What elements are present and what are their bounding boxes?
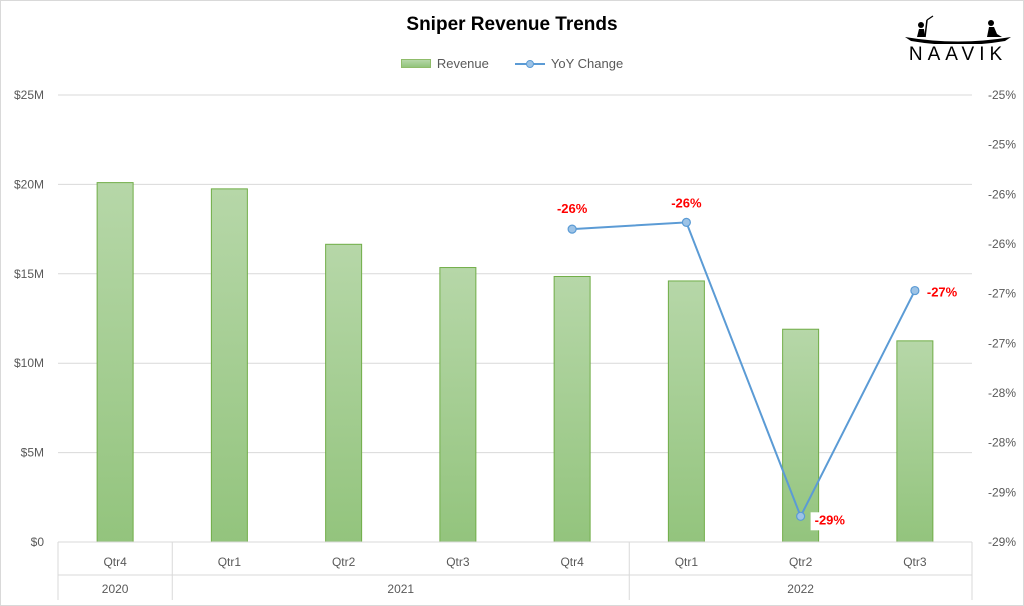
right-tick-label: -29% (988, 485, 1016, 499)
revenue-bar (667, 280, 705, 543)
right-tick-label: -28% (988, 386, 1016, 400)
x-group-label: 2021 (387, 582, 414, 596)
legend-label-revenue: Revenue (436, 56, 489, 71)
legend-item-yoy-change: YoY Change (514, 56, 624, 71)
x-tick-label: Qtr3 (446, 555, 470, 569)
left-tick-label: $5M (21, 446, 44, 460)
data-label: -29% (815, 512, 846, 527)
data-label: -26% (671, 195, 702, 210)
boat-icon (905, 15, 1011, 45)
left-tick-label: $10M (14, 356, 44, 370)
x-axis: Qtr4 Qtr1 Qtr2 Qtr3 Qtr4 Qtr1 Qtr2 Qtr3 2020 2021… (57, 541, 973, 600)
right-tick-label: -25% (988, 138, 1016, 152)
chart-legend: Revenue YoY Change (0, 56, 1024, 71)
data-label-background (810, 512, 855, 531)
logo-text: NAAVIK (908, 44, 1008, 65)
left-tick-label: $20M (14, 177, 44, 191)
data-label: -26% (557, 201, 588, 216)
x-tick-label: Qtr1 (218, 555, 242, 569)
left-tick-label: $25M (14, 88, 44, 102)
naavik-logo: NAAVIK (903, 10, 1013, 66)
right-tick-label: -26% (988, 237, 1016, 251)
x-tick-label: Qtr2 (332, 555, 356, 569)
yoy-change-line: -26% -26% -29% -27% (557, 195, 958, 531)
revenue-bars (96, 182, 934, 543)
x-tick-label: Qtr3 (903, 555, 927, 569)
yoy-change-marker (567, 224, 577, 234)
x-group-label: 2020 (102, 582, 129, 596)
revenue-bar (782, 328, 820, 543)
revenue-bar (325, 243, 363, 543)
x-group-label: 2022 (787, 582, 814, 596)
yoy-change-marker (796, 511, 806, 521)
gridlines (58, 94, 972, 454)
revenue-bar (96, 182, 134, 543)
left-tick-label: $0 (31, 535, 45, 549)
right-axis: -29% -29% -28% -28% -27% -27% -26% -26% -25% -25% (988, 88, 1016, 549)
x-tick-label: Qtr4 (560, 555, 584, 569)
legend-item-revenue: Revenue (400, 56, 489, 71)
revenue-bar (210, 188, 248, 543)
right-tick-label: -28% (988, 436, 1016, 450)
right-tick-label: -27% (988, 287, 1016, 301)
left-axis: $0 $5M $10M $15M $20M $25M (14, 88, 44, 549)
revenue-bar (553, 275, 591, 543)
right-tick-label: -29% (988, 535, 1016, 549)
revenue-bar (896, 340, 934, 543)
yoy-change-line-path (572, 221, 916, 519)
right-tick-label: -25% (988, 88, 1016, 102)
x-tick-label: Qtr2 (789, 555, 813, 569)
right-tick-label: -27% (988, 336, 1016, 350)
legend-swatch-revenue (400, 59, 431, 68)
yoy-change-marker (910, 285, 920, 296)
right-tick-label: -26% (988, 187, 1016, 201)
x-tick-label: Qtr1 (675, 555, 699, 569)
legend-swatch-yoy-change (514, 59, 545, 68)
left-tick-label: $15M (14, 267, 44, 281)
yoy-change-marker (681, 217, 691, 227)
x-tick-label: Qtr4 (103, 555, 127, 569)
data-label: -27% (927, 285, 958, 300)
revenue-bar (439, 267, 477, 543)
legend-label-yoy-change: YoY Change (550, 56, 624, 71)
chart-title: Sniper Revenue Trends (406, 14, 618, 35)
